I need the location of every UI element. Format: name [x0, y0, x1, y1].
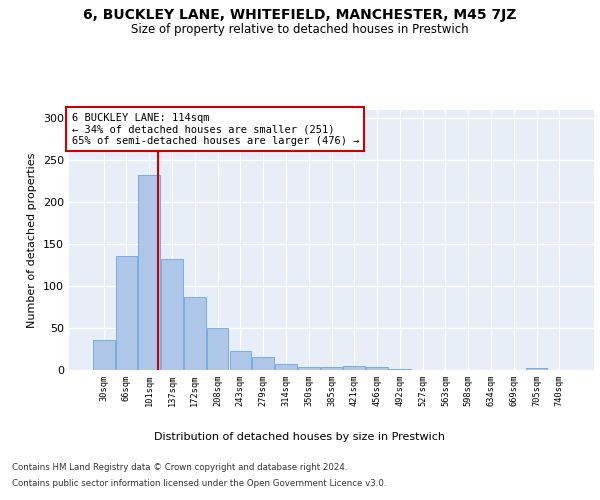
Text: Distribution of detached houses by size in Prestwich: Distribution of detached houses by size …	[155, 432, 445, 442]
Text: Size of property relative to detached houses in Prestwich: Size of property relative to detached ho…	[131, 22, 469, 36]
Bar	[139, 174, 160, 370]
Bar	[184, 297, 206, 370]
Bar	[207, 328, 229, 370]
Text: Contains public sector information licensed under the Open Government Licence v3: Contains public sector information licen…	[12, 478, 386, 488]
Bar	[253, 358, 274, 370]
Bar	[275, 364, 297, 370]
Bar	[320, 366, 343, 370]
Text: 6, BUCKLEY LANE, WHITEFIELD, MANCHESTER, M45 7JZ: 6, BUCKLEY LANE, WHITEFIELD, MANCHESTER,…	[83, 8, 517, 22]
Bar	[230, 350, 251, 370]
Bar	[298, 368, 320, 370]
Text: 6 BUCKLEY LANE: 114sqm
← 34% of detached houses are smaller (251)
65% of semi-de: 6 BUCKLEY LANE: 114sqm ← 34% of detached…	[71, 112, 359, 146]
Bar	[366, 366, 388, 370]
Bar	[116, 256, 137, 370]
Bar	[161, 260, 183, 370]
Bar	[526, 368, 547, 370]
Text: Contains HM Land Registry data © Crown copyright and database right 2024.: Contains HM Land Registry data © Crown c…	[12, 464, 347, 472]
Bar	[93, 340, 115, 370]
Bar	[343, 366, 365, 370]
Bar	[389, 369, 410, 370]
Y-axis label: Number of detached properties: Number of detached properties	[28, 152, 37, 328]
